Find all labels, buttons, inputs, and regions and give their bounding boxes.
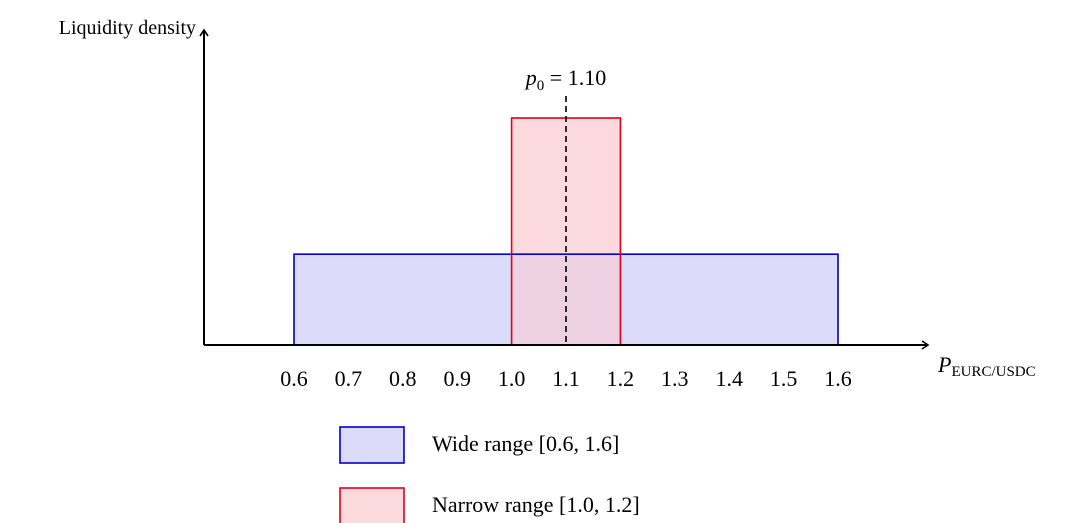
x-tick-labels: 0.6 0.7 0.8 0.9 1.0 1.1 1.2 1.3 1.4 1.5 1.6 xyxy=(280,366,852,391)
legend-swatch xyxy=(339,487,405,523)
x-tick-label: 0.8 xyxy=(389,366,417,391)
x-tick-label: 1.6 xyxy=(824,366,852,391)
x-axis-arrowhead xyxy=(921,340,930,350)
x-tick-label: 0.7 xyxy=(335,366,363,391)
y-axis-arrowhead xyxy=(199,28,209,37)
x-tick-label: 1.5 xyxy=(770,366,798,391)
x-axis-label: PEURC/USDC xyxy=(937,352,1036,380)
reference-line-label: p0 = 1.10 xyxy=(524,65,606,94)
x-tick-label: 1.1 xyxy=(552,366,580,391)
legend-label: Narrow range [1.0, 1.2] xyxy=(432,492,640,517)
x-tick-label: 1.2 xyxy=(607,366,635,391)
x-tick-label: 0.6 xyxy=(280,366,308,391)
x-tick-label: 1.3 xyxy=(661,366,689,391)
legend-label: Wide range [0.6, 1.6] xyxy=(432,431,619,456)
x-tick-label: 1.4 xyxy=(715,366,743,391)
y-axis-label: Liquidity density xyxy=(59,17,196,39)
legend: Wide range [0.6, 1.6] Narrow range [1.0, … xyxy=(339,426,640,523)
x-tick-label: 0.9 xyxy=(443,366,471,391)
legend-swatch xyxy=(339,426,405,464)
x-tick-label: 1.0 xyxy=(498,366,526,391)
